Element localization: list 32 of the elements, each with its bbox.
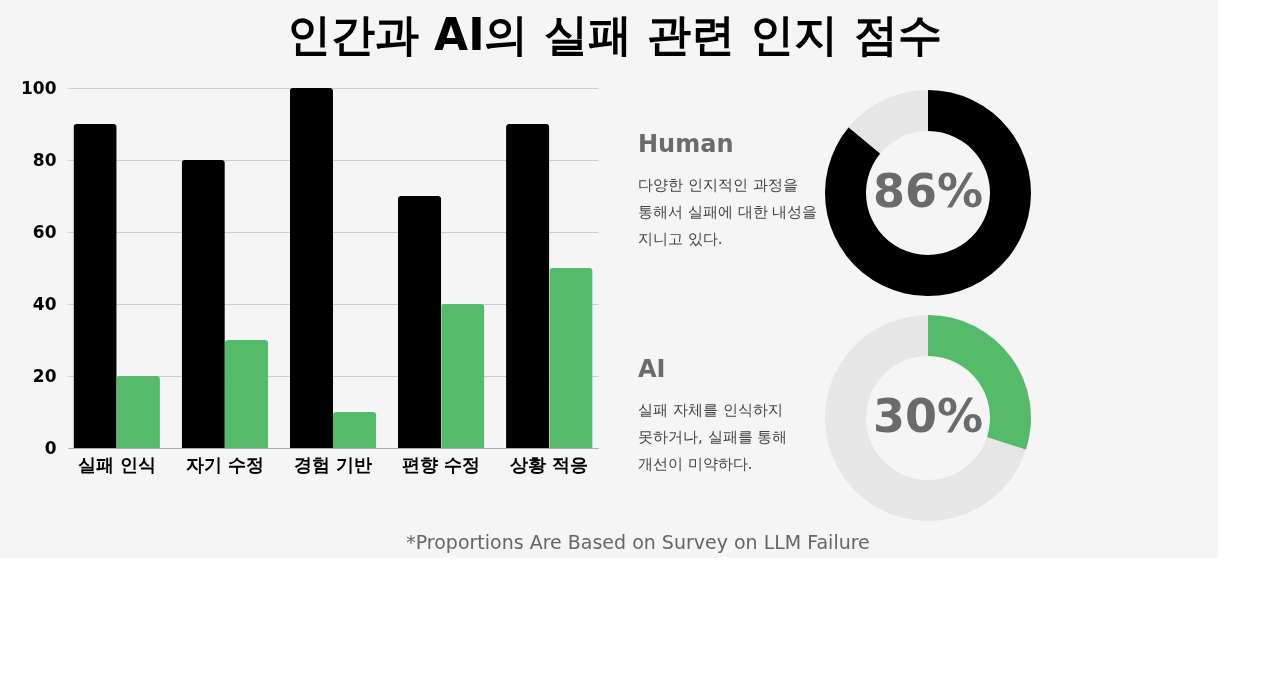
x-tick-label: 상황 적응 bbox=[510, 453, 589, 475]
bar bbox=[181, 160, 225, 448]
bar bbox=[397, 196, 442, 448]
text: 실패 자체를 인식하지 못하거나, 실패를 통해 개선이 미약하다. bbox=[638, 401, 788, 473]
y-tick-label: 60 bbox=[32, 221, 57, 242]
y-tick-label: 80 bbox=[32, 149, 57, 170]
bar bbox=[73, 124, 117, 448]
x-tick-label: 실패 인식 bbox=[77, 453, 156, 475]
x-tick-label: 경험 기반 bbox=[293, 453, 373, 475]
chart-title: 인간과 AI의 실패 관련 인지 점수 bbox=[286, 9, 942, 60]
bar bbox=[116, 376, 160, 448]
donut-slice bbox=[825, 315, 1026, 521]
bar bbox=[289, 88, 333, 448]
text: AI bbox=[638, 355, 666, 383]
bar bbox=[224, 340, 269, 448]
x-tick-label: 편향 수정 bbox=[402, 453, 481, 475]
y-tick-label: 100 bbox=[21, 77, 57, 98]
bar bbox=[333, 412, 377, 448]
text: *Proportions Are Based on Survey on LLM Failure bbox=[406, 531, 870, 553]
bar bbox=[549, 268, 593, 448]
text: 다양한 인지적인 과정을 통해서 실패에 대한 내성을 지니고 있다. bbox=[638, 176, 818, 248]
y-tick-label: 0 bbox=[44, 437, 57, 458]
data-label: 30% bbox=[872, 389, 984, 443]
x-tick-label: 자기 수정 bbox=[185, 453, 264, 475]
donut-slice bbox=[848, 90, 928, 154]
y-tick-label: 40 bbox=[32, 293, 57, 314]
data-label: 86% bbox=[872, 164, 984, 218]
y-tick-label: 20 bbox=[32, 365, 57, 386]
donut-slice bbox=[825, 90, 1031, 296]
bar bbox=[441, 304, 485, 448]
bar bbox=[506, 124, 550, 448]
text: Human bbox=[638, 130, 734, 158]
